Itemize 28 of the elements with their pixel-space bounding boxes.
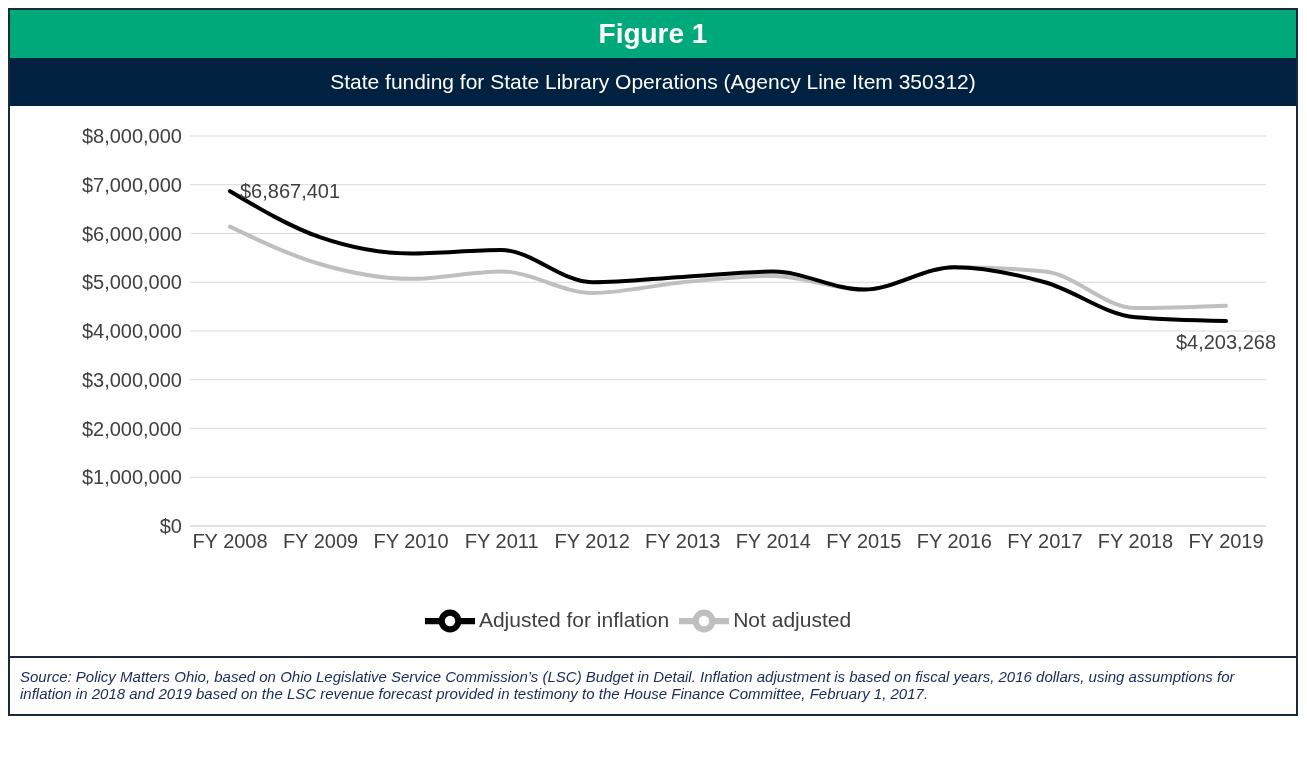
x-tick-label: FY 2008 [192,530,268,553]
x-tick-label: FY 2012 [554,530,630,553]
x-tick-label: FY 2013 [645,530,721,553]
source-note: Source: Policy Matters Ohio, based on Ohio Legislative Service Commission’s (LSC) Budget in Detail. Inflation adjustment is based on fiscal years, 2016 dollars, using assumptions for inflation in 2018 and 2019 based on the LSC revenue forecast provided in testimony to the House Finance Committee, February 1, 2017. [20,668,1236,702]
legend-label: Not adjusted [733,607,852,631]
x-tick-label: FY 2019 [1188,530,1264,553]
x-tick-label: FY 2017 [1007,530,1083,553]
legend-label: Adjusted for inflation [478,607,670,631]
x-tick-label: FY 2011 [464,530,539,553]
x-tick-label: FY 2010 [373,530,449,553]
y-tick-label: $3,000,000 [81,368,182,391]
y-tick-label: $4,000,000 [81,320,182,343]
x-tick-label: FY 2014 [735,530,811,553]
y-tick-label: $6,000,000 [81,222,182,245]
y-tick-label: $5,000,000 [81,271,182,294]
chart-subtitle: State funding for State Library Operations (Agency Line Item 350312) [10,58,1296,106]
annotation: $4,203,268 [1175,331,1277,354]
y-tick-label: $8,000,000 [81,125,182,148]
x-tick-label: FY 2015 [826,530,902,553]
y-tick-label: $0 [159,515,182,538]
y-tick-label: $2,000,000 [81,417,182,440]
annotation: $6,867,401 [240,180,341,203]
chart-title: Figure 1 [10,10,1296,58]
y-tick-label: $7,000,000 [81,173,182,196]
x-tick-label: FY 2018 [1097,530,1174,553]
y-tick-label: $1,000,000 [81,466,182,489]
x-tick-label: FY 2009 [282,530,359,553]
x-tick-label: FY 2016 [916,530,992,553]
